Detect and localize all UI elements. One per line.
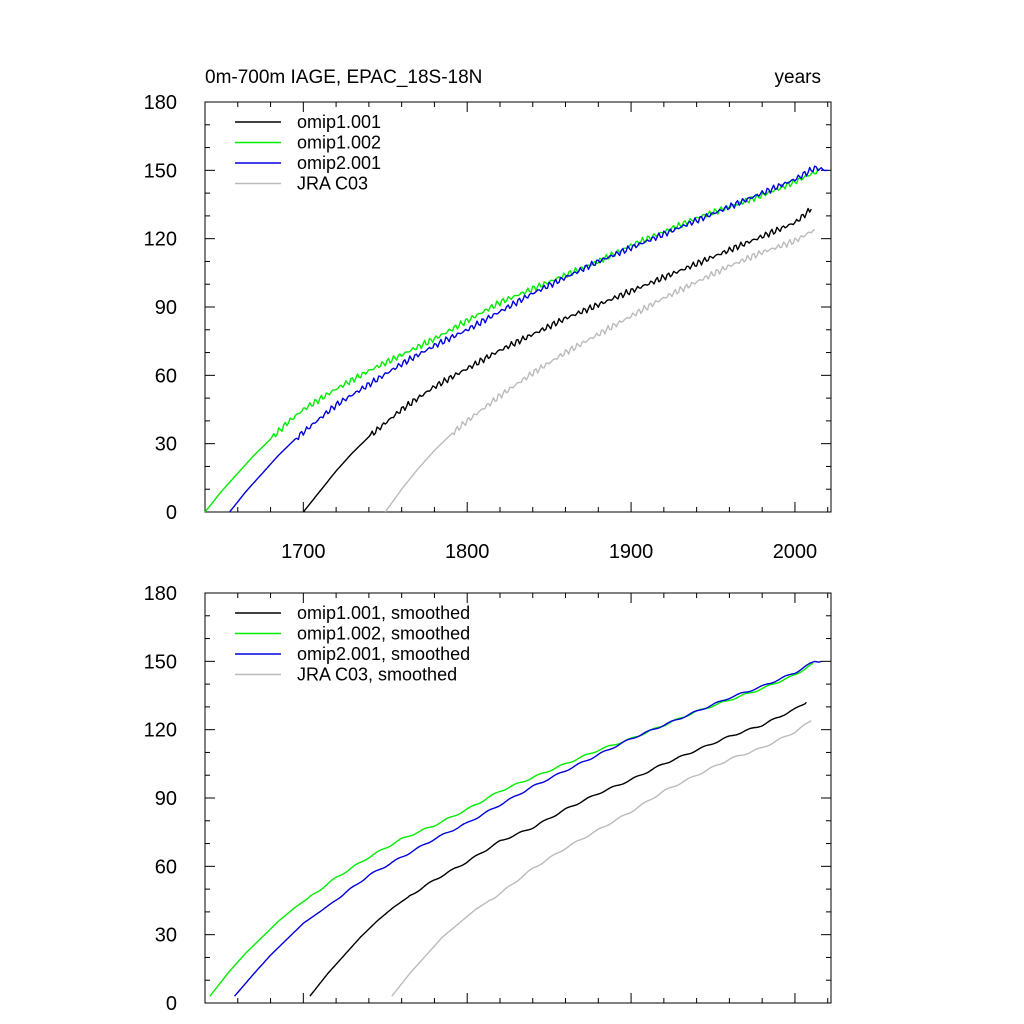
legend-label: JRA C03	[297, 174, 368, 194]
series-line	[204, 168, 820, 513]
series-line	[391, 720, 812, 997]
series-line	[209, 662, 814, 997]
units-label: years	[775, 67, 821, 88]
y-tick-label: 180	[144, 583, 177, 605]
y-tick-label: 120	[144, 720, 177, 742]
y-tick-label: 120	[144, 229, 177, 251]
y-tick-label: 90	[155, 297, 177, 319]
series-line	[384, 229, 815, 513]
chart-title: 0m-700m IAGE, EPAC_18S-18N	[205, 67, 482, 88]
x-tick-label: 1800	[445, 541, 490, 563]
y-tick-label: 60	[155, 365, 177, 387]
y-tick-label: 150	[144, 651, 177, 673]
y-tick-label: 30	[155, 925, 177, 947]
y-tick-label: 60	[155, 856, 177, 878]
legend-label: omip1.001, smoothed	[297, 603, 470, 623]
x-tick-label: 1700	[281, 541, 326, 563]
x-tick-label: 1900	[609, 541, 654, 563]
legend-label: omip1.002	[297, 133, 381, 153]
series-line	[309, 701, 807, 997]
bottom-panel: 0 30 60 90 120 150 180 omip1.001, smoothedomip1…	[144, 583, 832, 1015]
legend-label: JRA C03, smoothed	[297, 665, 457, 685]
y-tick-label: 30	[155, 434, 177, 456]
series-line	[233, 660, 822, 997]
legend-label: omip2.001	[297, 153, 381, 173]
series-line	[229, 165, 828, 513]
y-tick-label: 0	[166, 502, 177, 524]
legend-label: omip1.002, smoothed	[297, 624, 470, 644]
top-panel: 0 30 60 90 120 150 180 1700 1800 1900 2000 0m-700m …	[144, 67, 832, 563]
y-tick-label: 180	[144, 92, 177, 114]
x-tick-label: 2000	[773, 541, 818, 563]
y-tick-label: 150	[144, 160, 177, 182]
legend-label: omip2.001, smoothed	[297, 644, 470, 664]
y-tick-label: 90	[155, 788, 177, 810]
legend-label: omip1.001	[297, 112, 381, 132]
y-tick-label: 0	[166, 993, 177, 1015]
series-line	[302, 207, 812, 513]
